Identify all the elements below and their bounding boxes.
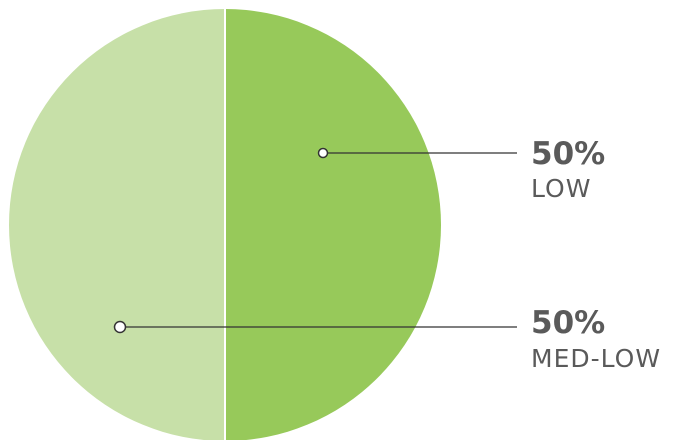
- slice-low-label: LOW: [531, 174, 591, 203]
- callout-marker-med-low: [113, 320, 127, 334]
- pie-slice-low: [225, 9, 441, 440]
- pie-slices: [9, 9, 441, 440]
- callout-marker-low: [317, 147, 329, 159]
- pie-callouts: [113, 147, 517, 334]
- slice-med-low-label: MED-LOW: [531, 344, 661, 373]
- slice-med-low-percent: 50%: [531, 305, 605, 341]
- slice-low-percent: 50%: [531, 136, 605, 172]
- pie-slice-med-low: [9, 9, 225, 440]
